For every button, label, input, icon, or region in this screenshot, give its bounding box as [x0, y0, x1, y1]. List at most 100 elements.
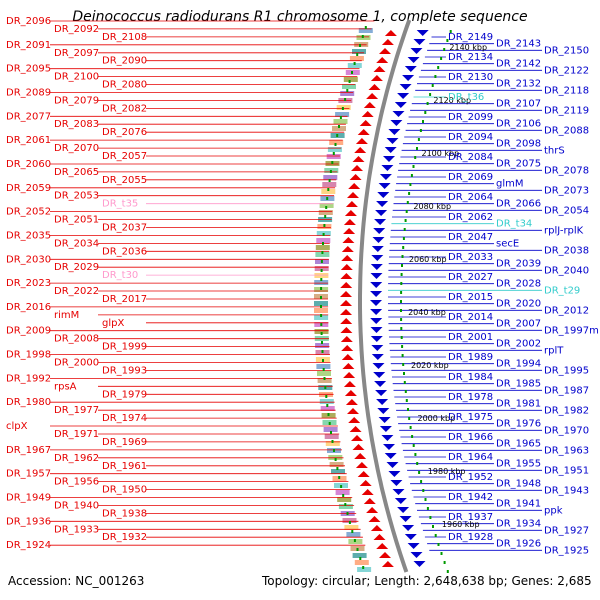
gene-label[interactable]: DR_1977	[54, 405, 99, 416]
gene-label[interactable]: DR_2039	[496, 259, 541, 270]
gene-label[interactable]: DR_2075	[496, 159, 541, 170]
gene-label[interactable]: DR_2059	[6, 183, 51, 194]
gene-label[interactable]: DR_2051	[54, 215, 99, 226]
gene-label[interactable]: DR_2143	[496, 39, 541, 50]
gene-label[interactable]: DR_2023	[6, 278, 51, 289]
gene-label[interactable]: DR_2092	[54, 24, 99, 35]
gene-label[interactable]: DR_1949	[6, 493, 51, 504]
gene-label[interactable]: DR_2012	[544, 305, 589, 316]
gene-label[interactable]: DR_2054	[544, 205, 589, 216]
gene-label[interactable]: DR_1974	[102, 413, 147, 424]
gene-label[interactable]: DR_2077	[6, 111, 51, 122]
gene-label[interactable]: DR_2090	[102, 56, 147, 67]
gene-label[interactable]: DR_1989	[448, 352, 493, 363]
gene-label[interactable]: DR_2096	[6, 16, 51, 27]
gene-label[interactable]: DR_2016	[6, 302, 51, 313]
gene-label[interactable]: DR_2053	[54, 191, 99, 202]
gene-label[interactable]: DR_1994	[496, 359, 541, 370]
gene-label[interactable]: DR_1978	[448, 392, 493, 403]
gene-label[interactable]: DR_2106	[496, 119, 541, 130]
gene-label[interactable]: DR_2079	[54, 95, 99, 106]
gene-label[interactable]: DR_2095	[6, 64, 51, 75]
gene-label[interactable]: DR_2065	[54, 167, 99, 178]
gene-label[interactable]: DR_2099	[448, 112, 493, 123]
gene-label[interactable]: DR_2073	[544, 185, 589, 196]
gene-label[interactable]: DR_1938	[102, 508, 147, 519]
gene-label[interactable]: DR_1982	[544, 405, 589, 416]
gene-label[interactable]: DR_2091	[6, 40, 51, 51]
gene-label[interactable]: DR_1985	[496, 379, 541, 390]
gene-label[interactable]: DR_2088	[544, 125, 589, 136]
gene-label[interactable]: DR_2047	[448, 232, 493, 243]
gene-label[interactable]: rplJ-rplK	[544, 225, 584, 236]
gene-label[interactable]: DR_2035	[6, 230, 51, 241]
gene-label[interactable]: DR_1955	[496, 459, 541, 470]
gene-label[interactable]: DR_1941	[496, 499, 541, 510]
gene-label[interactable]: glmM	[496, 179, 524, 190]
gene-label[interactable]: DR_2052	[6, 207, 51, 218]
gene-label[interactable]: secE	[496, 239, 519, 250]
gene-label[interactable]: DR_t29	[544, 285, 580, 296]
gene-label[interactable]: glpX	[102, 318, 124, 329]
gene-label[interactable]: rpsA	[54, 381, 77, 392]
gene-label[interactable]: DR_1971	[54, 429, 99, 440]
gene-label[interactable]: DR_2030	[6, 254, 51, 265]
gene-label[interactable]: DR_2055	[102, 175, 147, 186]
gene-label[interactable]: DR_t36	[448, 92, 484, 103]
gene-label[interactable]: DR_t30	[102, 270, 138, 281]
gene-label[interactable]: DR_1942	[448, 492, 493, 503]
gene-label[interactable]: DR_2002	[496, 339, 541, 350]
gene-label[interactable]: DR_1998	[6, 350, 51, 361]
gene-label[interactable]: DR_1963	[544, 445, 589, 456]
gene-label[interactable]: DR_2015	[448, 292, 493, 303]
gene-label[interactable]: DR_1992	[6, 373, 51, 384]
gene-label[interactable]: rplT	[544, 345, 564, 356]
gene-label[interactable]: DR_1952	[448, 472, 493, 483]
gene-label[interactable]: DR_2061	[6, 135, 51, 146]
gene-label[interactable]: DR_2132	[496, 79, 541, 90]
gene-label[interactable]: DR_1967	[6, 445, 51, 456]
gene-label[interactable]: DR_1966	[448, 432, 493, 443]
gene-label[interactable]: DR_2036	[102, 246, 147, 257]
gene-label[interactable]: DR_1997m	[544, 325, 599, 336]
gene-label[interactable]: DR_2094	[448, 132, 493, 143]
gene-label[interactable]: DR_2029	[54, 262, 99, 273]
gene-label[interactable]: DR_1934	[496, 519, 541, 530]
gene-label[interactable]: DR_1932	[102, 532, 147, 543]
gene-label[interactable]: DR_1961	[102, 461, 147, 472]
gene-label[interactable]: DR_2017	[102, 294, 147, 305]
gene-label[interactable]: DR_2062	[448, 212, 493, 223]
gene-label[interactable]: DR_2089	[6, 88, 51, 99]
gene-label[interactable]: DR_1987	[544, 385, 589, 396]
gene-label[interactable]: DR_2100	[54, 72, 99, 83]
gene-label[interactable]: DR_1984	[448, 372, 493, 383]
gene-label[interactable]: DR_1993	[102, 365, 147, 376]
gene-label[interactable]: DR_2060	[6, 159, 51, 170]
gene-label[interactable]: ppk	[544, 505, 563, 516]
gene-label[interactable]: DR_1937	[448, 512, 493, 523]
gene-label[interactable]: DR_1936	[6, 516, 51, 527]
gene-label[interactable]: DR_1957	[6, 469, 51, 480]
gene-label[interactable]: DR_2028	[496, 279, 541, 290]
gene-label[interactable]: DR_2076	[102, 127, 147, 138]
gene-label[interactable]: DR_2119	[544, 105, 589, 116]
gene-label[interactable]: DR_2001	[448, 332, 493, 343]
gene-label[interactable]: DR_1928	[448, 532, 493, 543]
gene-label[interactable]: DR_1940	[54, 501, 99, 512]
gene-label[interactable]: DR_t34	[496, 219, 532, 230]
gene-label[interactable]: DR_1964	[448, 452, 493, 463]
gene-label[interactable]: DR_1924	[6, 540, 51, 551]
gene-label[interactable]: DR_1956	[54, 477, 99, 488]
gene-label[interactable]: DR_2020	[496, 299, 541, 310]
gene-label[interactable]: DR_2034	[54, 238, 99, 249]
gene-label[interactable]: DR_2108	[102, 32, 147, 43]
gene-label[interactable]: DR_2097	[54, 48, 99, 59]
gene-label[interactable]: DR_2070	[54, 143, 99, 154]
gene-label[interactable]: DR_1995	[544, 365, 589, 376]
gene-label[interactable]: clpX	[6, 421, 28, 432]
gene-label[interactable]: DR_1970	[544, 425, 589, 436]
gene-label[interactable]: DR_1975	[448, 412, 493, 423]
gene-label[interactable]: DR_2078	[544, 165, 589, 176]
gene-label[interactable]: DR_2084	[448, 152, 493, 163]
gene-label[interactable]: DR_2080	[102, 80, 147, 91]
